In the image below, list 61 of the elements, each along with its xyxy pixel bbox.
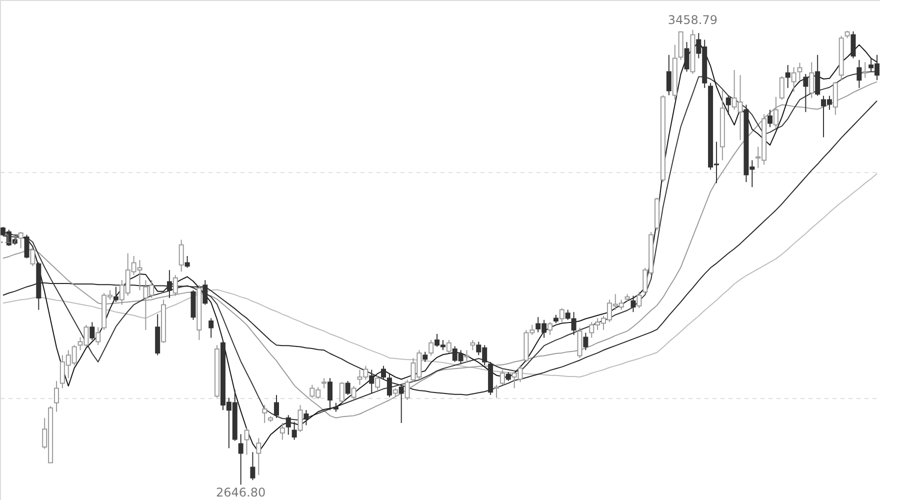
candlestick [381,365,386,380]
candlestick [54,380,59,412]
candlestick [202,280,208,306]
candlestick [113,286,118,302]
candlestick [256,438,262,476]
candlestick [298,404,303,432]
candlestick [208,318,214,338]
candlestick [404,379,410,400]
candlestick [351,385,356,400]
candlestick [369,369,374,394]
candlestick [292,421,297,440]
candlestick [96,326,101,346]
annotation: .17 [0,232,20,246]
annotation: 3458.79 [668,12,718,27]
candlestick [446,340,452,354]
candlestick [684,42,690,72]
candlestick [339,382,344,404]
candlestick [464,350,470,364]
candlestick [791,66,796,92]
candlestick [500,369,505,386]
candlestick [428,340,434,356]
candlestick [548,322,552,336]
candlestick [274,394,279,418]
candlestick [630,295,636,313]
annotation: 2646.80 [216,486,266,500]
candlestick [809,62,814,99]
candlestick [773,96,778,129]
candlestick [559,308,564,323]
candlestick [386,372,392,398]
candlestick [172,274,178,296]
candlestick [785,64,790,88]
candlestick [850,30,856,59]
candlestick [345,380,350,396]
candlestick [565,309,570,320]
candlestick [250,452,256,481]
candlestick [18,231,24,249]
candlestick [328,378,332,411]
candlestick [470,340,476,351]
candlestick [184,256,190,268]
candlestick [90,322,95,341]
candlestick [262,404,268,424]
candlestick [244,428,250,456]
candlestick [30,248,36,267]
candlestick [178,239,184,272]
candlestick [280,422,285,440]
candlestick [797,62,802,81]
candlestick [375,375,380,390]
candlestick [238,434,244,486]
candlestick [666,54,672,96]
candlestick [24,234,30,259]
candlestick [571,312,576,336]
candlestick [422,351,428,362]
candlestick [636,291,642,309]
candlestick [768,109,772,128]
candlestick [322,378,327,389]
candlestick [166,270,172,299]
candlestick [779,76,784,100]
candlestick [494,384,499,398]
candlestick [583,332,588,351]
candlestick [862,62,868,78]
candlestick [726,94,731,116]
